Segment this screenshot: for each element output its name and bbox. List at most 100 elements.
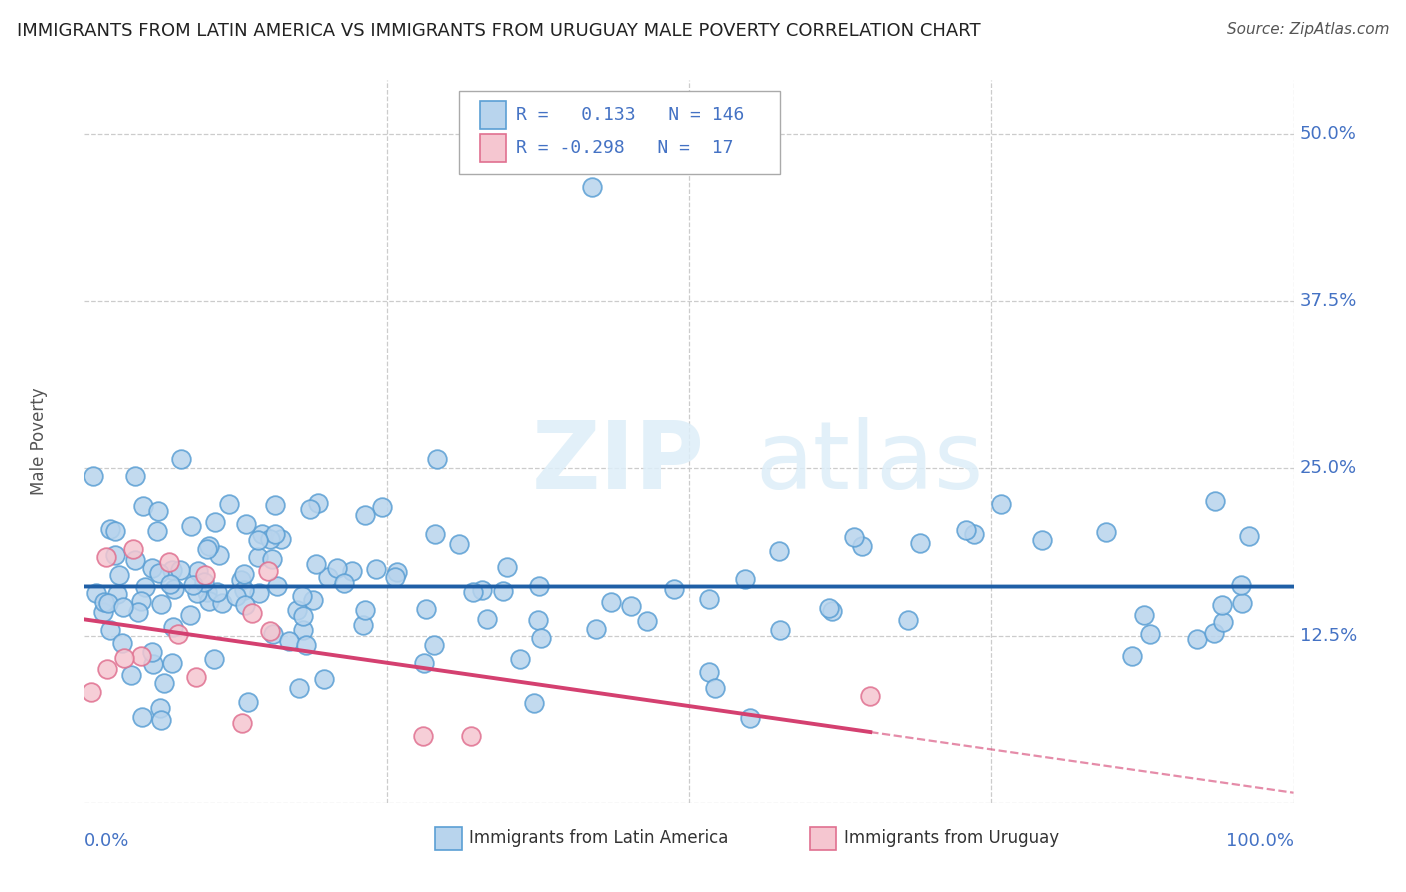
- Point: [263, 498, 285, 512]
- Point: [415, 602, 437, 616]
- Point: [80, 685, 103, 699]
- Point: [149, 701, 172, 715]
- Point: [262, 627, 284, 641]
- Point: [127, 605, 149, 619]
- Point: [509, 651, 531, 665]
- Point: [208, 549, 231, 563]
- Point: [1031, 533, 1053, 548]
- Point: [527, 613, 550, 627]
- Point: [166, 626, 188, 640]
- Point: [636, 614, 658, 628]
- Point: [301, 593, 323, 607]
- Point: [107, 568, 129, 582]
- Point: [197, 594, 219, 608]
- Point: [162, 620, 184, 634]
- Text: 50.0%: 50.0%: [1299, 125, 1357, 143]
- Point: [149, 713, 172, 727]
- Point: [851, 539, 873, 553]
- Text: ZIP: ZIP: [531, 417, 704, 509]
- Point: [530, 631, 553, 645]
- Point: [233, 583, 256, 598]
- Point: [149, 598, 172, 612]
- Point: [523, 697, 546, 711]
- Point: [93, 605, 115, 619]
- Point: [426, 452, 449, 467]
- Point: [204, 515, 226, 529]
- Point: [527, 579, 550, 593]
- Point: [285, 603, 308, 617]
- Point: [197, 541, 219, 556]
- Point: [124, 553, 146, 567]
- Point: [703, 681, 725, 696]
- Point: [266, 579, 288, 593]
- Point: [449, 537, 471, 551]
- Point: [307, 496, 329, 510]
- Point: [1121, 649, 1143, 664]
- Point: [197, 539, 219, 553]
- Point: [153, 676, 176, 690]
- Point: [250, 527, 273, 541]
- Text: 12.5%: 12.5%: [1299, 626, 1357, 645]
- Point: [1237, 529, 1260, 543]
- Point: [299, 501, 322, 516]
- Point: [844, 530, 866, 544]
- Text: R = -0.298   N =  17: R = -0.298 N = 17: [516, 139, 734, 157]
- Point: [471, 582, 494, 597]
- Point: [734, 572, 756, 586]
- Point: [218, 497, 240, 511]
- Point: [385, 565, 408, 579]
- Point: [179, 608, 201, 623]
- Bar: [434, 827, 461, 850]
- Point: [352, 618, 374, 632]
- Point: [240, 607, 263, 621]
- Point: [364, 562, 387, 576]
- Point: [141, 645, 163, 659]
- Point: [110, 636, 132, 650]
- Point: [194, 568, 217, 582]
- Point: [818, 601, 841, 615]
- Point: [98, 522, 121, 536]
- Point: [699, 591, 721, 606]
- Bar: [479, 135, 506, 162]
- Text: R =   0.133   N = 146: R = 0.133 N = 146: [516, 106, 744, 124]
- Point: [225, 589, 247, 603]
- Point: [162, 563, 184, 577]
- Point: [131, 500, 153, 514]
- Point: [340, 564, 363, 578]
- Point: [738, 710, 761, 724]
- Point: [82, 469, 104, 483]
- Text: 25.0%: 25.0%: [1299, 459, 1357, 477]
- Point: [1230, 577, 1253, 591]
- Point: [186, 585, 208, 599]
- Bar: [479, 101, 506, 128]
- Point: [270, 532, 292, 546]
- Point: [157, 555, 180, 569]
- Point: [121, 541, 143, 556]
- Point: [859, 689, 882, 703]
- Point: [460, 729, 482, 743]
- Point: [620, 599, 643, 614]
- Text: Immigrants from Latin America: Immigrants from Latin America: [468, 830, 728, 847]
- Point: [97, 596, 120, 610]
- Point: [1139, 627, 1161, 641]
- Point: [492, 583, 515, 598]
- Point: [247, 586, 270, 600]
- Point: [231, 573, 253, 587]
- Point: [202, 652, 225, 666]
- Point: [193, 574, 215, 589]
- Point: [664, 582, 686, 596]
- Point: [294, 638, 316, 652]
- Point: [412, 729, 434, 743]
- Point: [146, 524, 169, 538]
- Point: [1095, 524, 1118, 539]
- Point: [259, 624, 281, 638]
- Point: [897, 613, 920, 627]
- Point: [312, 672, 335, 686]
- Text: IMMIGRANTS FROM LATIN AMERICA VS IMMIGRANTS FROM URUGUAY MALE POVERTY CORRELATIO: IMMIGRANTS FROM LATIN AMERICA VS IMMIGRA…: [17, 22, 980, 40]
- Point: [93, 594, 115, 608]
- Text: 0.0%: 0.0%: [84, 831, 129, 850]
- Point: [353, 508, 375, 522]
- Point: [180, 519, 202, 533]
- Text: Source: ZipAtlas.com: Source: ZipAtlas.com: [1226, 22, 1389, 37]
- Point: [769, 624, 792, 638]
